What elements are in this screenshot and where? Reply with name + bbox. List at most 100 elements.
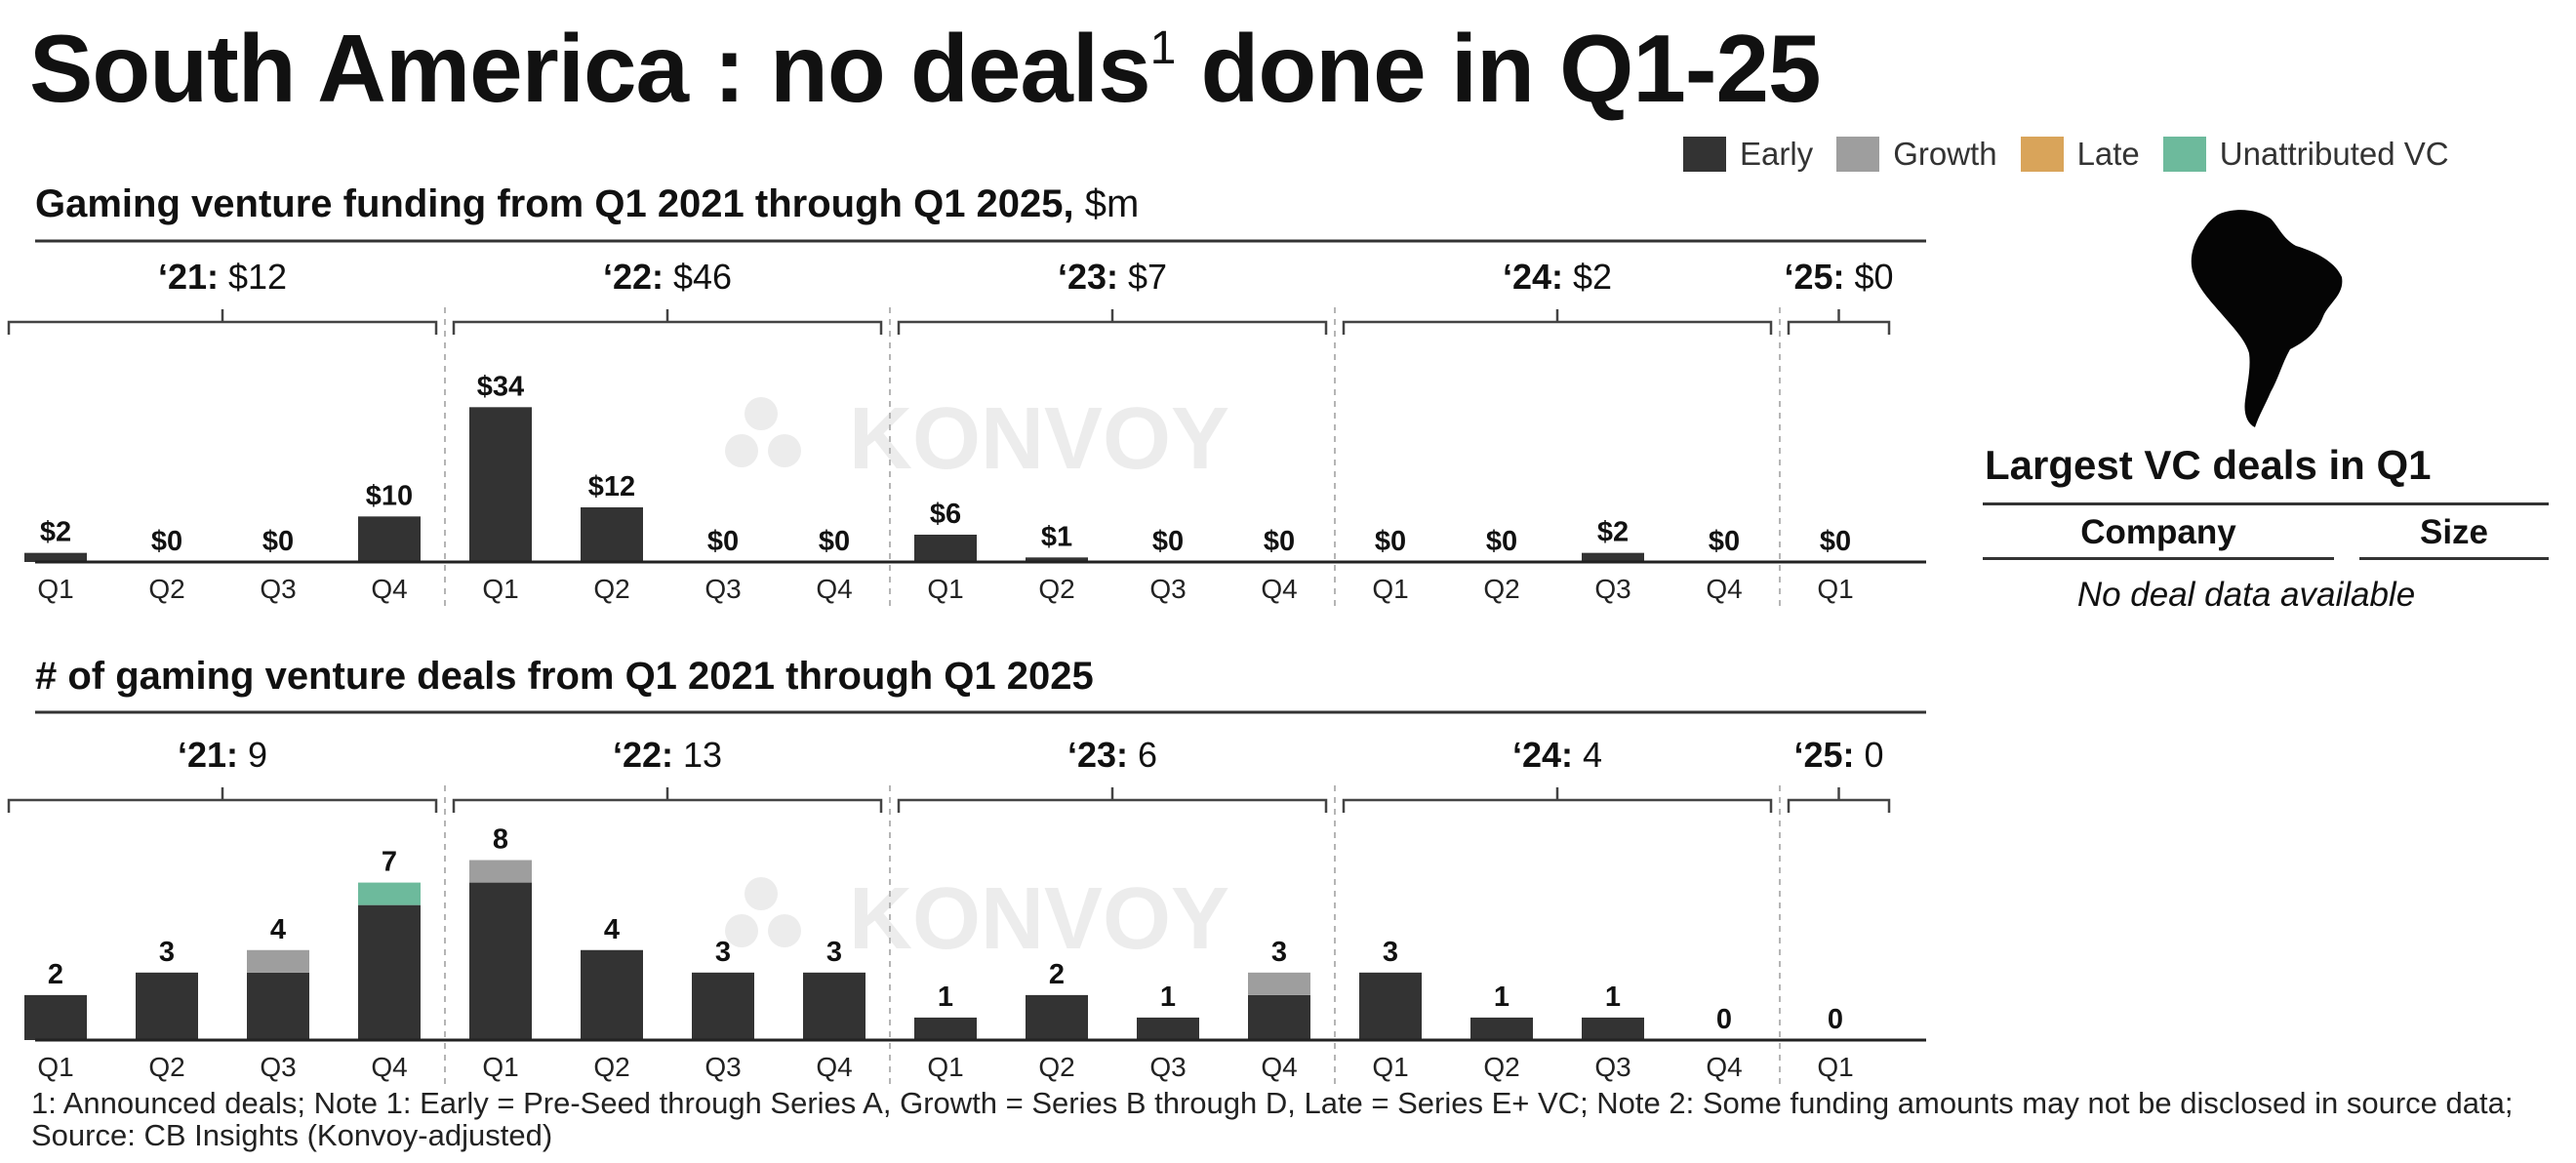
chart-2-data-label: 1 (1160, 982, 1176, 1013)
chart-2-year-label: ‘24: 4 (1512, 735, 1602, 775)
chart-2-data-label: 4 (270, 914, 286, 945)
chart-2-bar-early (692, 972, 754, 1040)
chart-2-data-label: 1 (938, 982, 953, 1013)
chart-1-tick-label: Q3 (1594, 574, 1630, 604)
chart-2-bar-early (1137, 1017, 1199, 1040)
chart-2-data-label: 7 (382, 847, 397, 878)
chart-1-bar (1582, 552, 1644, 562)
chart-1-bar (358, 516, 421, 562)
footnote: 1: Announced deals; Note 1: Early = Pre-… (31, 1086, 2514, 1152)
chart-1-tick-label: Q3 (260, 574, 296, 604)
chart-1-year-label-total: $0 (1845, 257, 1894, 297)
chart-2-year-label-total: 0 (1855, 735, 1884, 775)
chart-2-bar-early (136, 972, 198, 1040)
chart-1-data-label: $0 (1152, 526, 1184, 557)
chart-1-year-bracket (1787, 309, 1891, 335)
chart-2-tick-label: Q4 (816, 1052, 852, 1082)
chart-2-bar-early (1248, 994, 1310, 1040)
chart-2-data-label: 3 (1383, 937, 1398, 968)
deals-table-top-rule (1983, 502, 2549, 505)
chart-2-tick-label: Q1 (482, 1052, 518, 1082)
deals-table-title: Largest VC deals in Q1 (1985, 442, 2432, 488)
deals-col-size-rule (2359, 557, 2549, 560)
chart-1-bar (24, 552, 87, 562)
chart-2-tick-label: Q1 (1372, 1052, 1408, 1082)
chart-1-tick-label: Q2 (593, 574, 629, 604)
legend-item-early: Early (1683, 136, 1813, 173)
chart-2-year-bracket (1787, 787, 1891, 813)
chart-2-bar-early (24, 994, 87, 1040)
chart-2-bar-early (1359, 972, 1422, 1040)
chart-1-year-label-year: ‘22: (603, 257, 664, 297)
legend-swatch-early (1683, 137, 1726, 172)
chart-1-year-label: ‘24: $2 (1503, 257, 1612, 297)
chart-1-watermark-logo-dot (725, 434, 758, 467)
chart-2-tick-label: Q4 (371, 1052, 407, 1082)
page-title: South America : no deals1 done in Q1-25 (29, 14, 1822, 124)
chart-1-tick-label: Q1 (927, 574, 963, 604)
chart-1-tick-label: Q1 (1817, 574, 1853, 604)
chart-1-data-label: $0 (1375, 526, 1406, 557)
legend-swatch-unattributed (2162, 137, 2206, 172)
chart-1-tick-label: Q4 (371, 574, 407, 604)
title-footnote-marker: 1 (1149, 22, 1177, 74)
chart-1-data-label: $0 (1820, 526, 1851, 557)
chart-2-year-label-year: ‘23: (1067, 735, 1128, 775)
chart-1-data-label: $0 (151, 526, 182, 557)
chart-2-year-label-total: 13 (673, 735, 722, 775)
chart-1-year-bracket (452, 309, 883, 335)
chart-1-tick-label: Q2 (148, 574, 184, 604)
chart-1-bar (1026, 557, 1088, 562)
chart-1-data-label: $0 (707, 526, 739, 557)
chart-1-watermark-logo-dot (745, 397, 778, 430)
chart-1-tick-label: Q3 (704, 574, 741, 604)
chart-2-bar-growth (247, 949, 309, 973)
chart-2-bar-early (581, 949, 643, 1040)
chart-1-data-label: $6 (930, 499, 961, 530)
chart-1-year-label-total: $46 (664, 257, 732, 297)
chart-1-year-label-year: ‘25: (1784, 257, 1844, 297)
chart-2-bar-unattributed-vc (358, 882, 421, 905)
chart-2-year-bracket (897, 787, 1328, 813)
chart-2-year-bracket (1342, 787, 1773, 813)
chart-2-bar-growth (1248, 972, 1310, 995)
chart-2-year-label-total: 6 (1128, 735, 1157, 775)
chart-2-watermark-logo-dot (768, 914, 801, 947)
chart-1-data-label: $1 (1041, 521, 1072, 552)
chart-1-bar (914, 535, 977, 562)
chart-2-tick-label: Q2 (593, 1052, 629, 1082)
chart-2-tick-label: Q1 (927, 1052, 963, 1082)
chart-2-bar-early (1026, 994, 1088, 1040)
chart-1-tick-label: Q4 (1261, 574, 1297, 604)
chart-2-data-label: 0 (1828, 1004, 1843, 1035)
chart-1-year-label-year: ‘21: (158, 257, 219, 297)
chart-2-data-label: 2 (48, 959, 63, 990)
chart-1-year-bracket (1342, 309, 1773, 335)
chart-2-year-label-year: ‘21: (178, 735, 238, 775)
chart-2-bar-early (247, 972, 309, 1040)
title-main: South America : no deals (29, 15, 1151, 122)
chart-1-data-label: $0 (1709, 526, 1740, 557)
chart-2-data-label: 3 (715, 937, 731, 968)
chart-2-bar-early (914, 1017, 977, 1040)
chart-2-tick-label: Q3 (1149, 1052, 1186, 1082)
chart-2-watermark-logo-dot (725, 914, 758, 947)
chart-2-data-label: 1 (1605, 982, 1621, 1013)
chart-1-tick-label: Q1 (1372, 574, 1408, 604)
chart-1-title: Gaming venture funding from Q1 2021 thro… (35, 182, 1139, 225)
deals-col-company-rule (1983, 557, 2334, 560)
chart-2-year-label-total: 4 (1573, 735, 1602, 775)
chart-2-tick-label: Q3 (704, 1052, 741, 1082)
chart-1-year-label-total: $7 (1118, 257, 1167, 297)
chart-2-watermark-text: KONVOY (849, 870, 1229, 968)
legend: Early Growth Late Unattributed VC (1683, 135, 2473, 174)
chart-1-data-label: $0 (1264, 526, 1295, 557)
chart-2-data-label: 3 (159, 937, 175, 968)
chart-1-data-label: $0 (819, 526, 850, 557)
chart-2-year-label-year: ‘25: (1793, 735, 1854, 775)
chart-1-year-bracket (7, 309, 438, 335)
chart-1-data-label: $0 (1486, 526, 1517, 557)
chart-1-watermark-logo-dot (768, 434, 801, 467)
deals-empty-message: No deal data available (2076, 576, 2416, 614)
